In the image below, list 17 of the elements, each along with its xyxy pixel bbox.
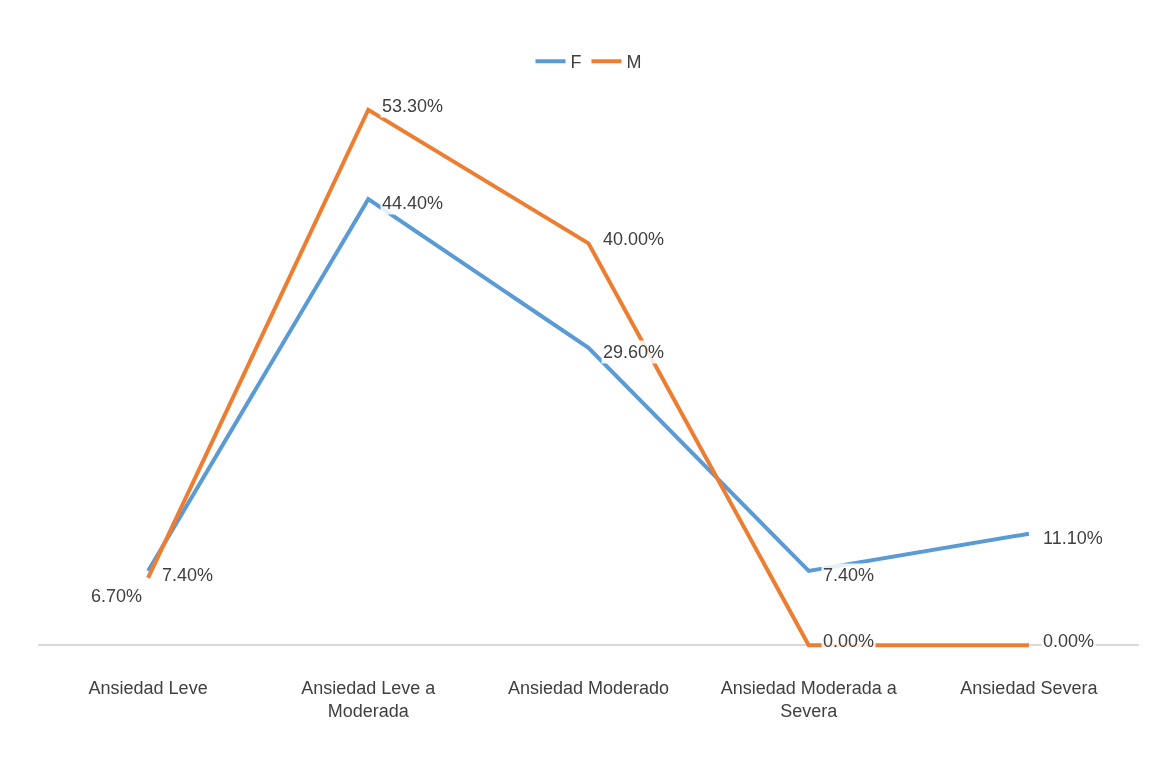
data-label: 6.70% — [91, 586, 143, 606]
x-tick-label: Ansiedad Leve — [88, 678, 208, 698]
data-label: 53.30% — [382, 96, 444, 116]
data-label: 7.40% — [823, 565, 875, 585]
data-label: 0.00% — [823, 631, 875, 651]
x-tick-label: Ansiedad Moderada a Severa — [720, 678, 898, 722]
data-label: 0.00% — [1043, 631, 1095, 651]
legend-label: M — [626, 52, 642, 73]
x-tick-label: Ansiedad Severa — [960, 678, 1099, 698]
data-label: 11.10% — [1043, 528, 1103, 548]
data-label: 29.60% — [603, 342, 665, 362]
legend-label: F — [570, 52, 582, 73]
data-label: 7.40% — [162, 565, 214, 585]
x-tick-label: Ansiedad Leve a Moderada — [301, 678, 437, 722]
data-label: 44.40% — [382, 193, 444, 213]
data-label: 40.00% — [603, 229, 665, 249]
x-tick-label: Ansiedad Moderado — [507, 678, 670, 698]
